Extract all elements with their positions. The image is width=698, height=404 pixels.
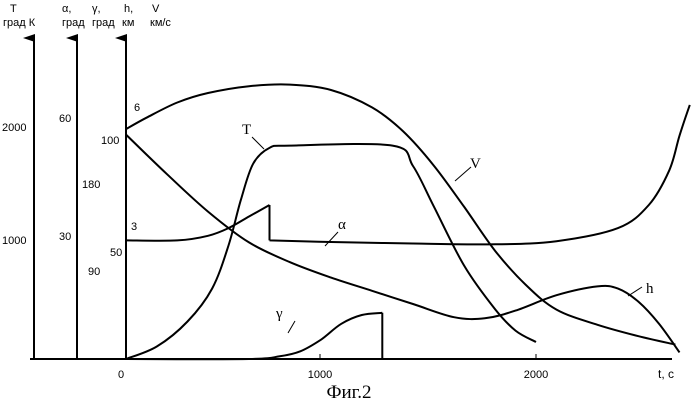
series-h-leader <box>628 287 642 296</box>
x-axis-label: t, с <box>658 367 674 381</box>
series-gamma-line <box>126 313 382 359</box>
y-tick-label-gamma: 180 <box>82 179 100 191</box>
y-tick-label-V: 6 <box>134 102 140 114</box>
y-axis-alpha-label: α, град <box>62 3 85 29</box>
series-V-label: V <box>470 156 481 172</box>
y-tick-label-h: 100 <box>101 135 119 147</box>
series-alpha-leader <box>325 232 338 246</box>
series-T-leader <box>252 137 264 149</box>
series-alpha-label: α <box>338 217 346 233</box>
y-axis-h-label-line1: h, <box>124 3 133 15</box>
series-T-line <box>126 144 536 359</box>
series-T-label: T <box>242 122 251 138</box>
series-alpha-line <box>126 105 690 245</box>
y-tick-label-V: 3 <box>131 221 137 233</box>
series-layer <box>126 84 690 359</box>
x-tick-label: 1000 <box>308 369 332 381</box>
y-axis-T-label-line2: град К <box>3 17 36 29</box>
x-tick-label: 2000 <box>524 369 548 381</box>
y-tick-label-T: 1000 <box>2 235 26 247</box>
y-axis-T-label-line1: T <box>10 3 17 15</box>
y-axis-alpha-label-line1: α, <box>62 3 71 15</box>
y-tick-label-alpha: 60 <box>59 113 71 125</box>
y-tick-label-T: 2000 <box>2 122 26 134</box>
x-tick-label: 0 <box>118 369 124 381</box>
figure-caption: Фиг.2 <box>326 382 371 403</box>
y-tick-label-alpha: 30 <box>59 231 71 243</box>
y-axis-V-label-line1: V <box>152 3 160 15</box>
y-axis-gamma-label: γ, град <box>92 3 115 29</box>
y-axis-h-label: h, км <box>122 3 136 29</box>
series-h-label: h <box>646 281 654 297</box>
series-gamma-label: γ <box>275 306 283 322</box>
series-V-leader <box>455 167 471 181</box>
series-labels: V T α h γ <box>242 122 654 333</box>
y-axis-gamma-label-line1: γ, <box>92 3 101 15</box>
y-axis-gamma-label-line2: град <box>92 17 115 29</box>
axes-group: T град К α, град γ, град h, км V км/с 0 … <box>2 3 674 381</box>
y-axis-V-label: V км/с <box>150 3 171 29</box>
series-V-line <box>126 84 675 344</box>
y-axis-V-label-line2: км/с <box>150 17 171 29</box>
y-tick-label-h: 50 <box>110 247 122 259</box>
y-tick-label-gamma: 90 <box>88 266 100 278</box>
y-axis-h-label-line2: км <box>122 17 134 29</box>
y-axis-alpha-label-line2: град <box>62 17 85 29</box>
y-axis-T-label: T град К <box>3 3 36 29</box>
series-gamma-leader <box>288 321 295 333</box>
